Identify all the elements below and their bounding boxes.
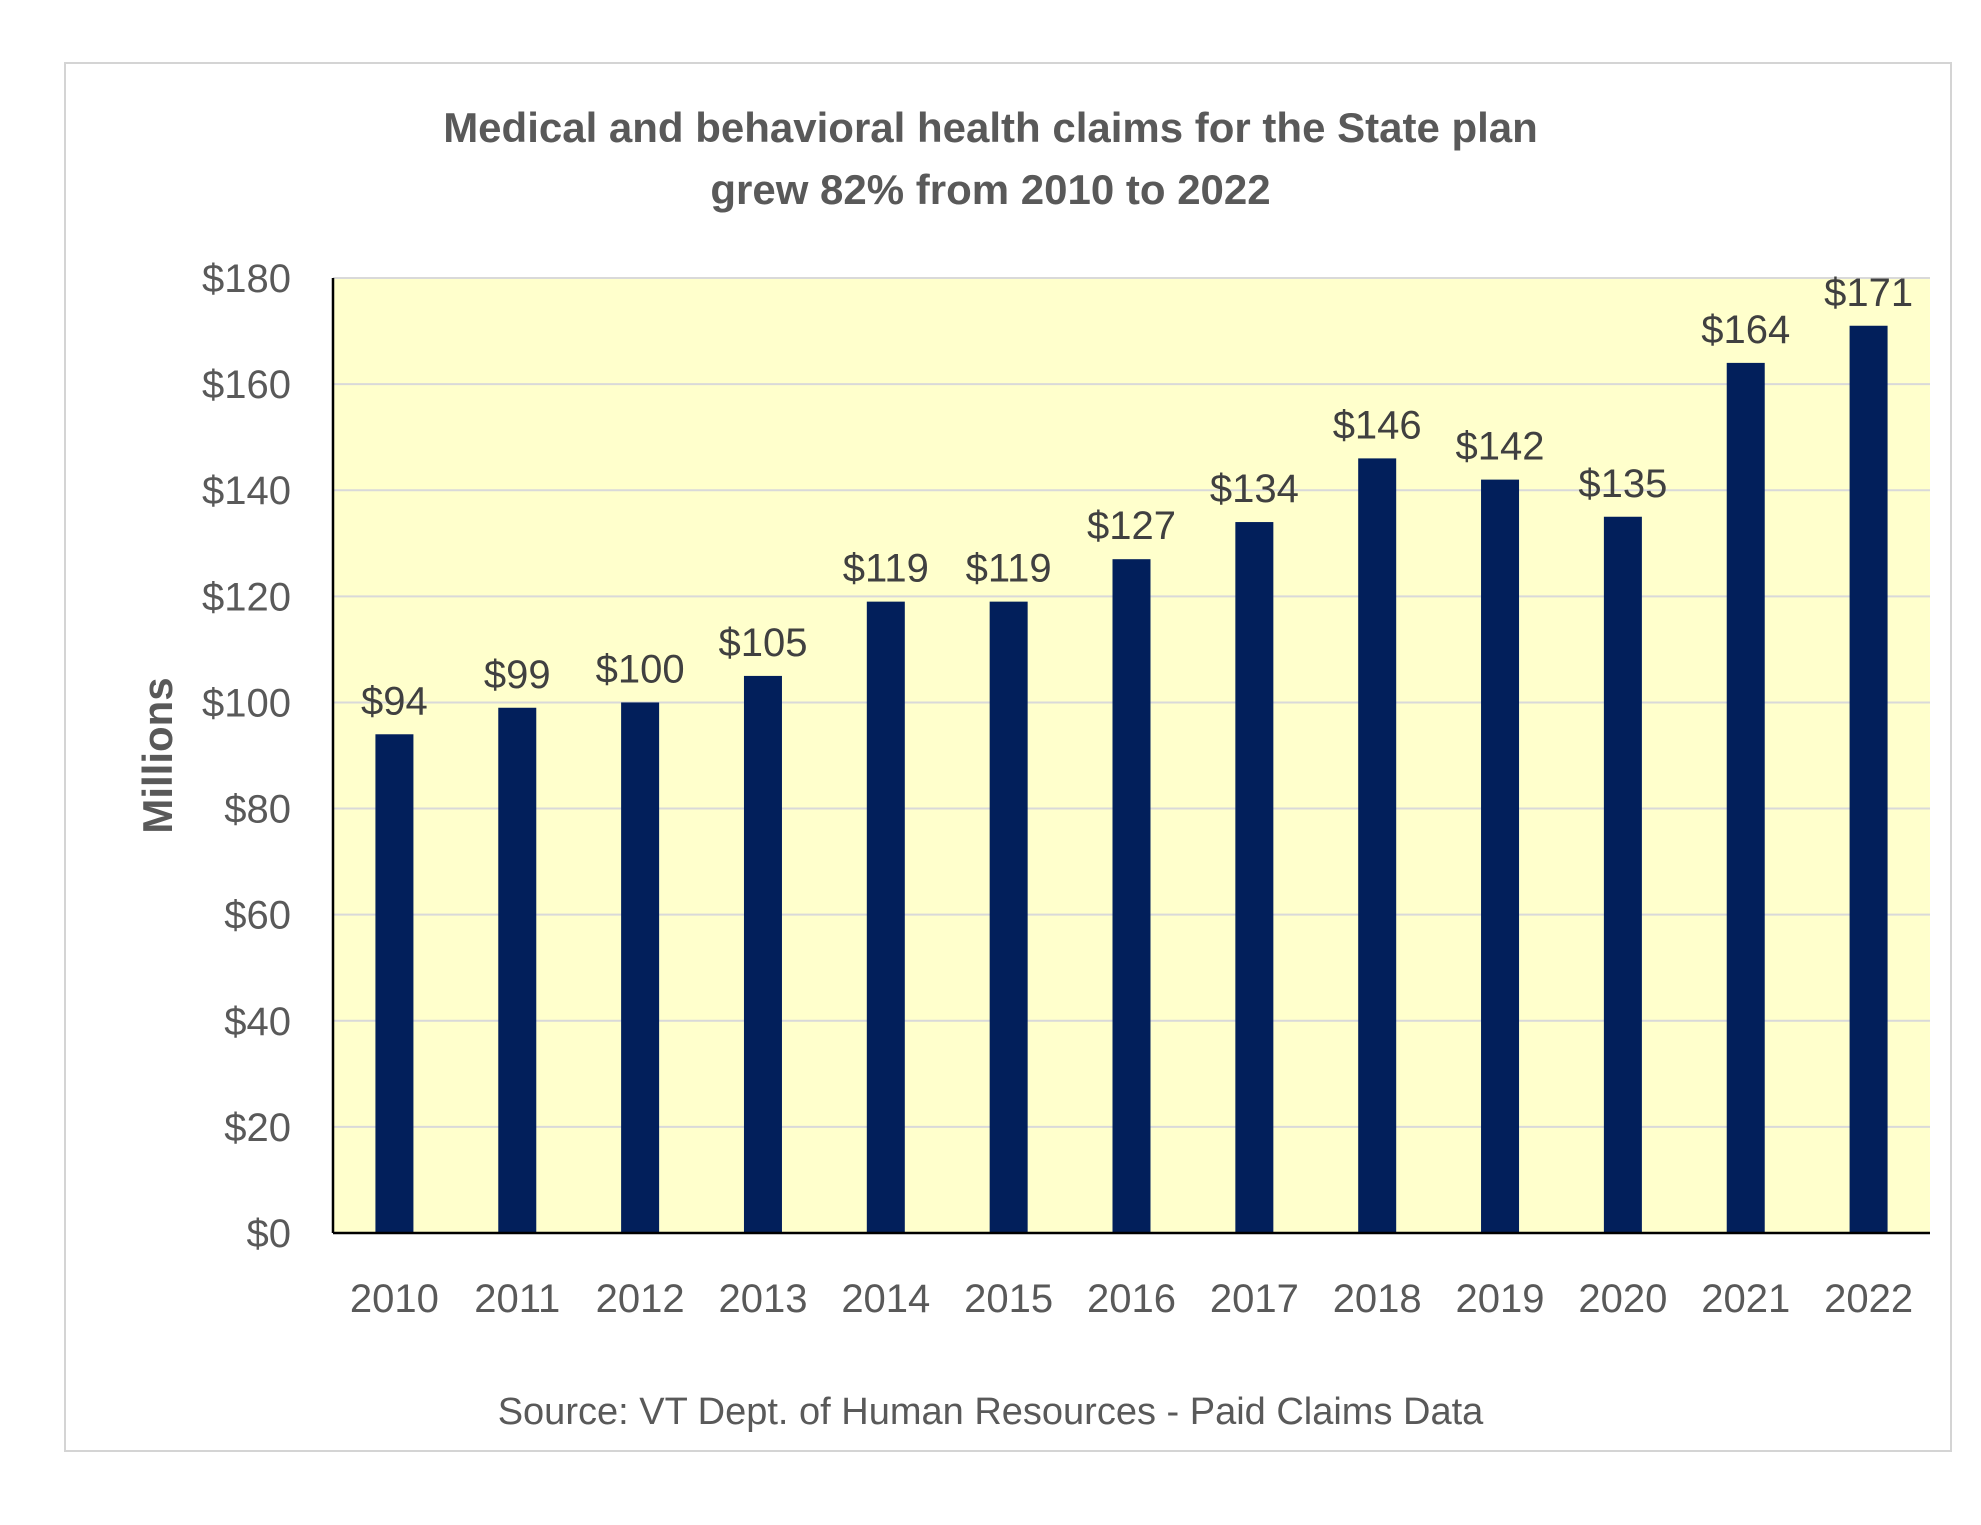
bar [498, 707, 537, 1233]
x-tick-label: 2015 [964, 1277, 1053, 1321]
bar [1849, 325, 1888, 1233]
data-label: $171 [1824, 271, 1913, 315]
x-tick-label: 2013 [718, 1277, 807, 1321]
y-tick-label: $20 [224, 1106, 291, 1150]
y-tick-label: $0 [247, 1212, 292, 1256]
data-label: $99 [484, 653, 551, 697]
y-tick-label: $140 [202, 469, 291, 513]
y-tick-label: $60 [224, 894, 291, 938]
bar [743, 675, 782, 1233]
x-tick-label: 2018 [1333, 1277, 1422, 1321]
bar [1481, 479, 1520, 1234]
x-tick-label: 2014 [841, 1277, 930, 1321]
bar [1235, 522, 1274, 1233]
x-tick-label: 2012 [596, 1277, 685, 1321]
bar [1603, 516, 1642, 1233]
x-tick-label: 2019 [1456, 1277, 1545, 1321]
data-label: $135 [1578, 462, 1667, 506]
y-tick-label: $80 [224, 788, 291, 832]
y-tick-label: $100 [202, 681, 291, 725]
data-label: $134 [1210, 467, 1299, 511]
x-tick-label: 2017 [1210, 1277, 1299, 1321]
y-tick-label: $40 [224, 1000, 291, 1044]
x-tick-label: 2016 [1087, 1277, 1176, 1321]
data-label: $146 [1333, 403, 1422, 447]
bar [1726, 362, 1765, 1233]
bar [866, 601, 905, 1233]
bar [375, 734, 414, 1233]
bar [621, 702, 660, 1233]
data-label: $119 [843, 547, 929, 591]
y-axis-title: Millions [134, 677, 181, 833]
data-label: $142 [1456, 425, 1545, 469]
data-label: $164 [1701, 308, 1790, 352]
y-tick-label: $160 [202, 363, 291, 407]
source-note: Source: VT Dept. of Human Resources - Pa… [497, 1391, 1484, 1433]
x-tick-label: 2011 [474, 1277, 560, 1321]
x-tick-label: 2020 [1578, 1277, 1667, 1321]
chart-title-line-2: grew 82% from 2010 to 2022 [710, 166, 1271, 213]
y-tick-label: $120 [202, 575, 291, 619]
data-label: $94 [361, 679, 428, 723]
bar [1358, 458, 1397, 1233]
data-label: $100 [596, 647, 685, 691]
y-tick-label: $180 [202, 257, 291, 301]
chart-title-line-1: Medical and behavioral health claims for… [443, 104, 1538, 151]
bar [989, 601, 1028, 1233]
bar [1112, 559, 1151, 1233]
x-tick-label: 2022 [1824, 1277, 1913, 1321]
x-tick-label: 2010 [350, 1277, 439, 1321]
data-label: $127 [1087, 504, 1176, 548]
data-label: $105 [718, 621, 807, 665]
data-label: $119 [966, 547, 1052, 591]
x-tick-label: 2021 [1701, 1277, 1790, 1321]
